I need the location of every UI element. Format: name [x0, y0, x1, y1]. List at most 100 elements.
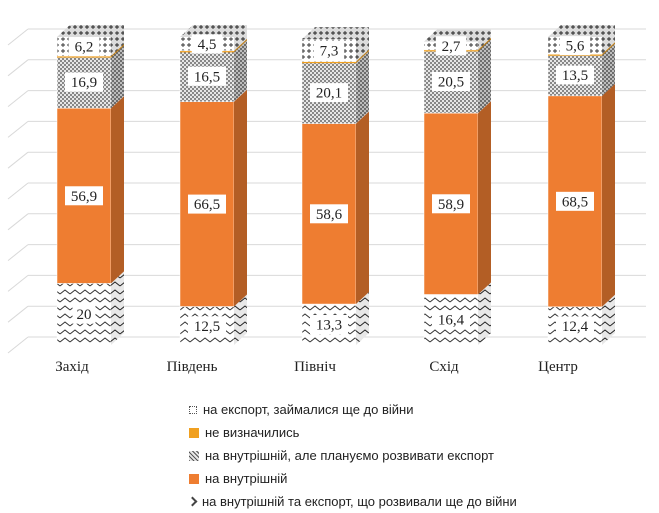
data-label-bg [310, 204, 348, 224]
data-label-bg [310, 315, 348, 335]
bar-segment-side [478, 282, 491, 345]
data-label: 13,5 [562, 68, 588, 84]
bar-segment-side [111, 44, 124, 109]
legend-swatch-domestic [189, 473, 199, 484]
data-label-bg [72, 304, 96, 324]
gridline-depth [7, 305, 29, 323]
bar-segment-side [356, 292, 369, 345]
legend-label-domestic-plan-export: на внутрішній, але плануємо розвивати ек… [205, 448, 494, 463]
bar-segment-side [602, 294, 615, 345]
data-label: 5,6 [566, 39, 585, 55]
legend-label-undecided: не визначились [205, 425, 300, 440]
gridline-depth [7, 151, 29, 169]
bar-top [57, 25, 124, 37]
data-label-bg [556, 65, 594, 85]
data-label-bg [435, 36, 467, 56]
data-label-bg [188, 66, 226, 86]
data-label: 20,5 [438, 75, 464, 91]
bar-segment-side [478, 101, 491, 295]
legend-swatch-undecided [189, 427, 199, 438]
data-label: 12,5 [194, 319, 220, 335]
gridline-depth [7, 275, 29, 292]
data-label: 12,4 [562, 319, 589, 335]
legend-label-domestic-and-export: на внутрішній та експорт, що розвивали щ… [202, 494, 517, 509]
data-label-bg [65, 186, 103, 206]
bar-segment-side [234, 38, 247, 102]
bar-segment-side [602, 42, 615, 96]
gridline-depth [7, 28, 29, 46]
category-label: Схід [429, 359, 459, 375]
gridline-depth [7, 244, 29, 261]
bar-segment-side [234, 89, 247, 307]
data-label-bg [191, 34, 223, 54]
legend-label-export: на експорт, займалися ще до війни [203, 402, 414, 417]
data-label-bg [556, 316, 594, 336]
data-label: 16,5 [194, 69, 220, 85]
data-label: 58,6 [316, 207, 343, 223]
gridline-depth [7, 59, 29, 77]
category-axis: Захід Південь Північ Схід Центр [55, 359, 578, 375]
data-label: 7,3 [320, 43, 339, 59]
data-label: 66,5 [194, 197, 220, 213]
gridline-depth [7, 336, 29, 354]
data-label: 16,4 [438, 313, 465, 329]
legend-item-domestic-and-export: на внутрішній та експорт, що розвивали щ… [187, 490, 649, 513]
legend-item-domestic-plan-export: на внутрішній, але плануємо розвивати ек… [189, 444, 649, 467]
gridline-depth [7, 182, 29, 200]
data-label: 16,9 [71, 75, 97, 91]
bar-top [548, 25, 615, 37]
bar-segment-side [602, 83, 615, 307]
legend-swatch-domestic-and-export [187, 496, 198, 507]
bar-segment-side [478, 37, 491, 114]
legend-swatch-export [189, 405, 197, 414]
gridline-depth [7, 213, 29, 231]
data-label: 68,5 [562, 194, 588, 210]
category-label: Північ [294, 359, 336, 375]
bar-segment-side [602, 25, 615, 55]
data-label-bg [68, 37, 100, 57]
legend-label-domestic: на внутрішній [205, 471, 288, 486]
legend-item-domestic: на внутрішній [189, 467, 649, 490]
data-label: 20 [77, 307, 92, 323]
data-label-bg [559, 36, 591, 56]
legend-item-export: на експорт, займалися ще до війни [189, 398, 649, 421]
bars [56, 25, 615, 346]
data-label: 13,3 [316, 318, 342, 334]
data-label-bg [65, 72, 103, 92]
stacked-bar-chart: 20 56,9 16,9 6,2 12,5 66,5 16,5 4,5 13,3 58,6 20,1… [7, 25, 646, 375]
bar-segment-side [356, 111, 369, 305]
data-label: 2,7 [442, 39, 461, 55]
bar-top [302, 27, 369, 40]
data-labels: 20 56,9 16,9 6,2 12,5 66,5 16,5 4,5 13,3 58,6 20,1… [65, 34, 594, 336]
bar-segment-side [234, 294, 247, 345]
data-label-bg [310, 83, 348, 103]
data-label-bg [556, 191, 594, 211]
gridline-depth [7, 121, 29, 138]
category-label: Центр [538, 359, 578, 375]
bar-segment-side [356, 27, 369, 62]
data-label-bg [188, 194, 226, 214]
legend-item-undecided: не визначились [189, 421, 649, 444]
bar-segment-side [234, 25, 247, 51]
gridline-depth [7, 90, 29, 107]
bar-segment-side [356, 49, 369, 124]
legend: на експорт, займалися ще до війни не виз… [187, 398, 649, 513]
data-label: 4,5 [198, 37, 217, 53]
data-label: 56,9 [71, 189, 97, 205]
data-label-bg [313, 40, 345, 60]
legend-swatch-domestic-plan-export [189, 450, 199, 461]
category-label: Захід [55, 359, 89, 375]
bar-segment-side [478, 29, 491, 50]
data-label: 6,2 [75, 40, 94, 56]
bar-segment-side [111, 25, 124, 57]
data-label: 20,1 [316, 86, 342, 102]
data-label-bg [432, 194, 470, 214]
data-label-bg [432, 72, 470, 92]
data-label: 58,9 [438, 197, 464, 213]
bar-segment-side [111, 271, 124, 345]
data-label-bg [432, 310, 470, 330]
bar-top [180, 25, 247, 37]
bar-segment-side [111, 96, 124, 284]
category-label: Південь [167, 359, 218, 375]
data-label-bg [188, 316, 226, 336]
